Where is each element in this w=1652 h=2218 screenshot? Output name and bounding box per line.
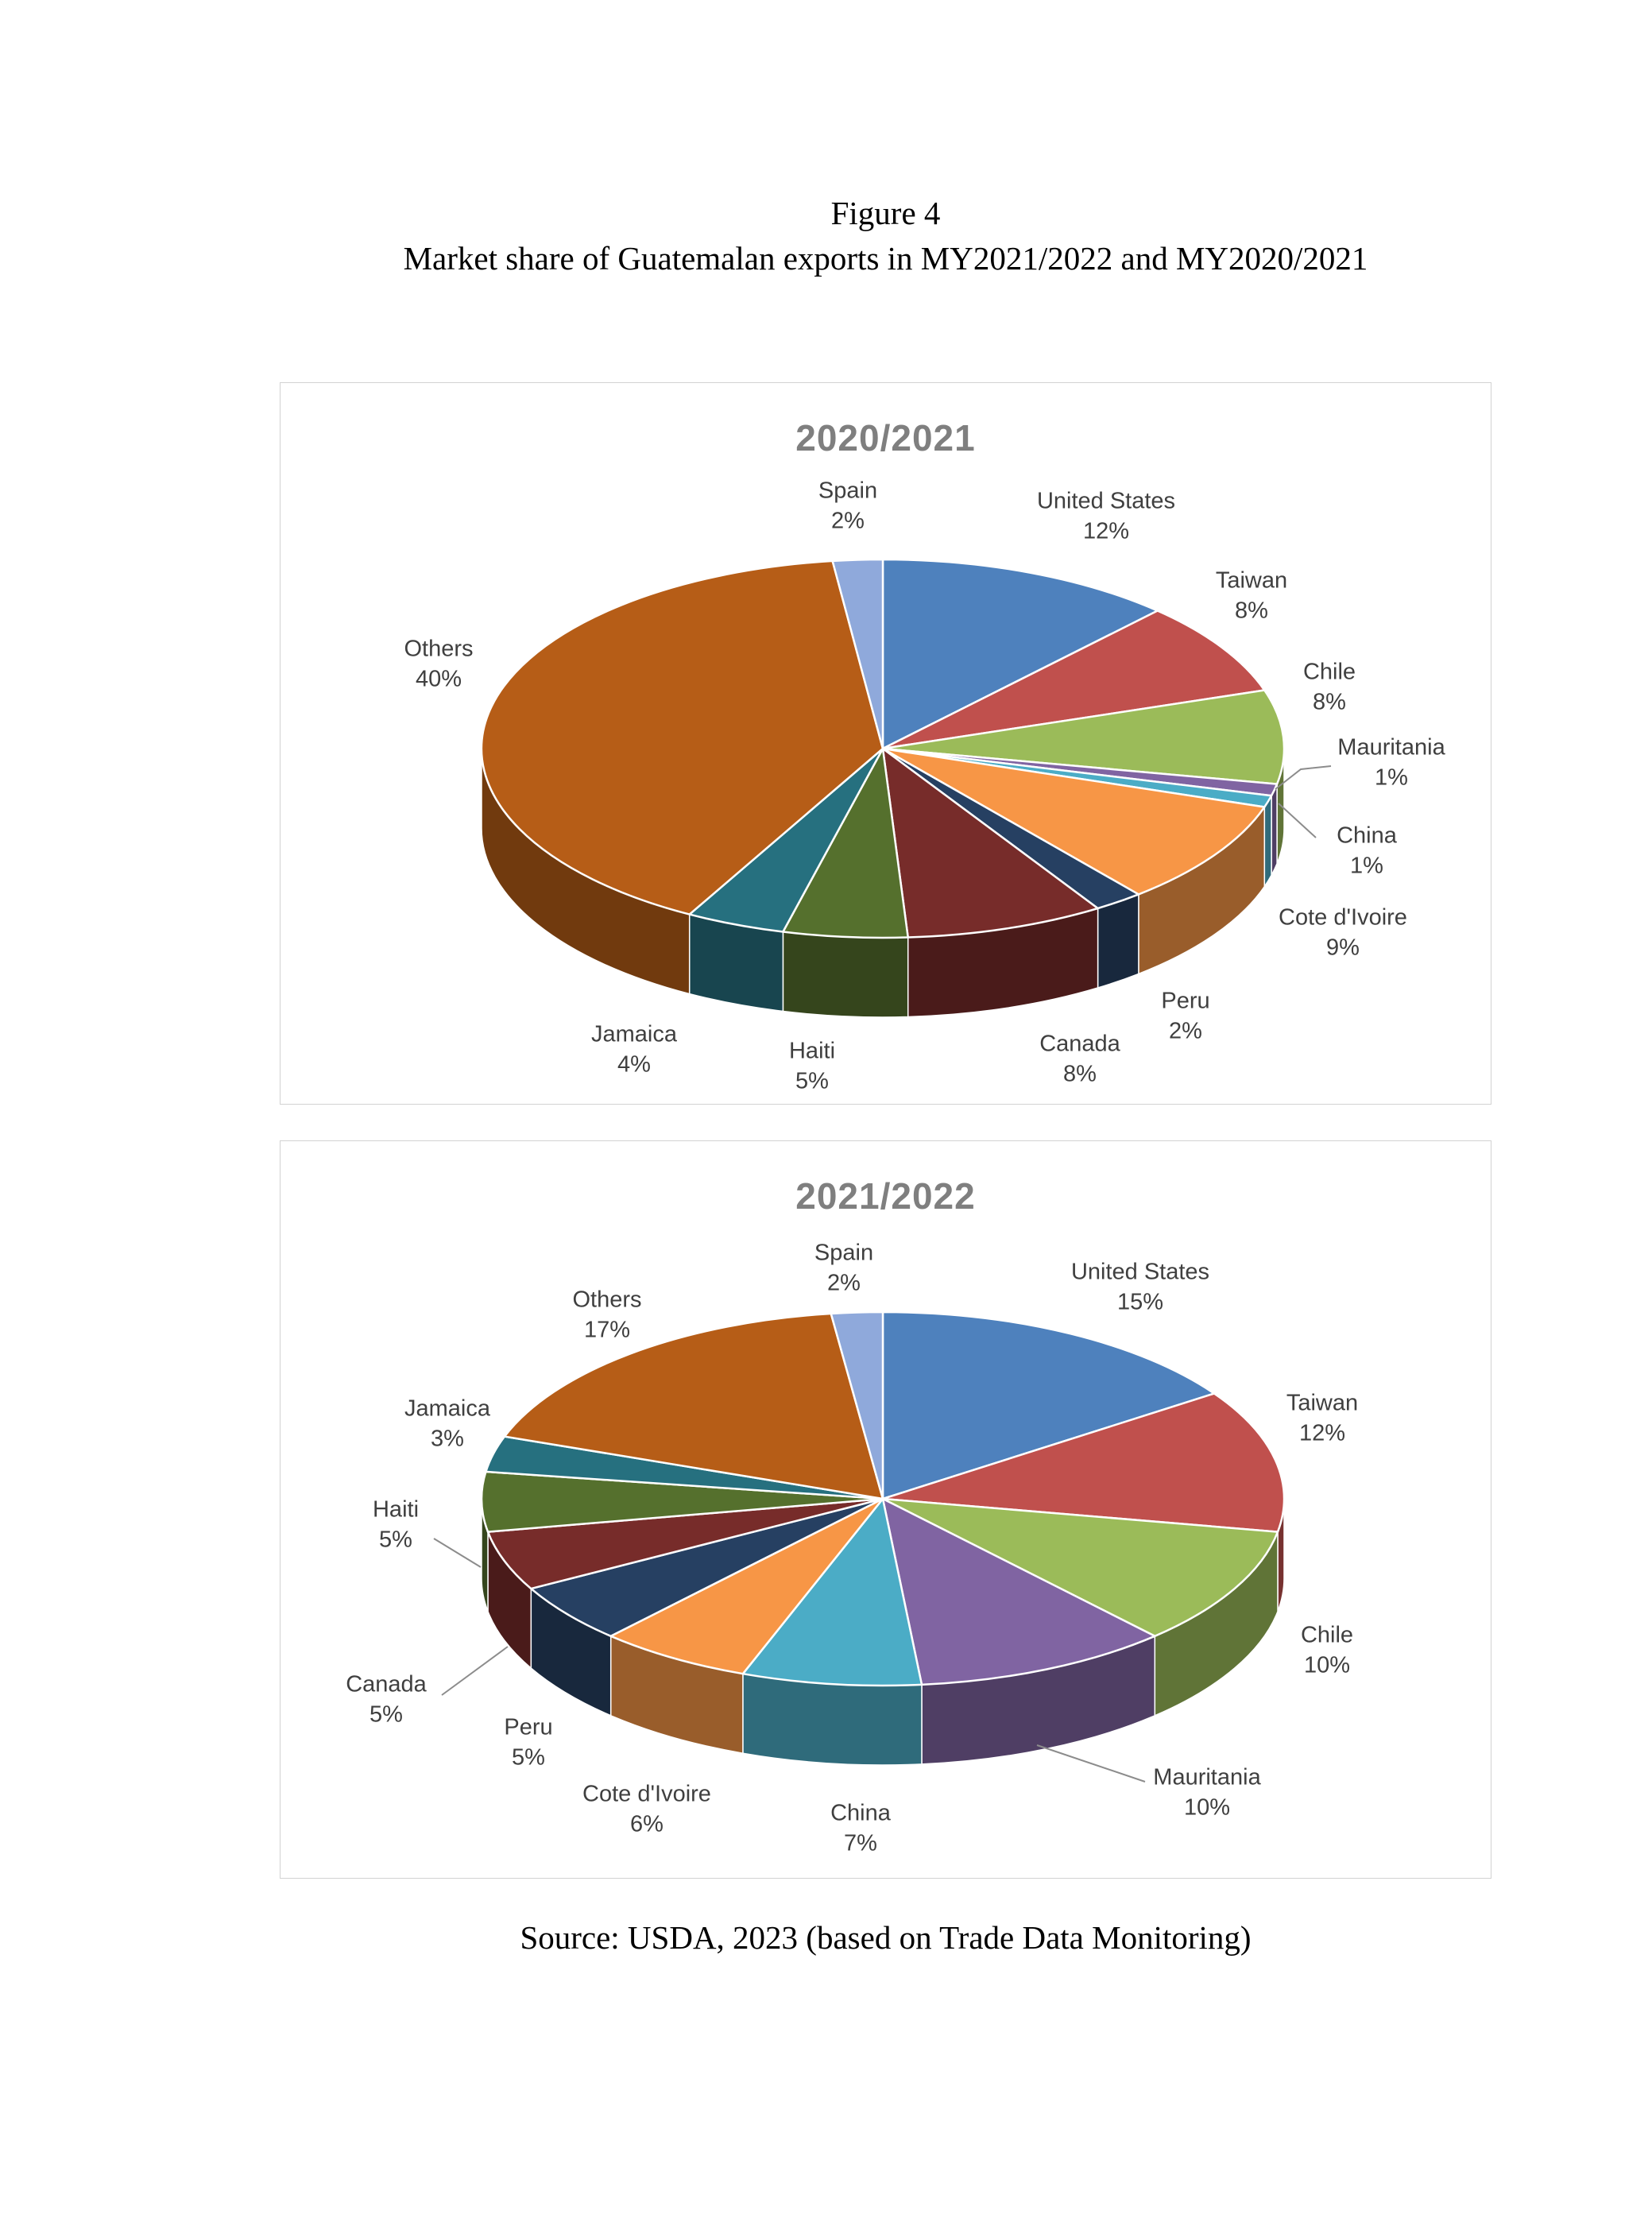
pie-slice-spain xyxy=(831,558,884,750)
slice-label-haiti: Haiti 5% xyxy=(788,1038,836,1094)
pie-slice-side-china xyxy=(742,1673,923,1766)
pie-slice-canada xyxy=(486,1497,884,1590)
slice-label-spain: Spain 2% xyxy=(814,1240,874,1296)
slice-label-cote-d-ivoire: Cote d'Ivoire 6% xyxy=(582,1781,711,1837)
slice-label-jamaica: Jamaica 4% xyxy=(591,1021,677,1078)
pie-slice-cote-d-ivoire xyxy=(609,1497,884,1675)
pie-3d-2021-2022 xyxy=(433,1310,1286,1783)
slice-label-peru: Peru 2% xyxy=(1161,988,1210,1044)
pie-slice-china xyxy=(741,1497,923,1687)
pie-slice-others xyxy=(503,1312,884,1500)
pie-slice-others xyxy=(480,559,884,915)
pie-slice-chile xyxy=(881,1497,1279,1638)
document-header: Figure 4 Market share of Guatemalan expo… xyxy=(280,191,1491,281)
leader-line xyxy=(1278,803,1317,838)
chart-panel-2021-2022: 2021/2022 United States 15% Taiwan 12% Chile… xyxy=(280,1140,1491,1879)
slice-label-chile: Chile 10% xyxy=(1300,1622,1354,1678)
pie-slice-side-china xyxy=(1263,795,1272,888)
slice-label-canada: Canada 8% xyxy=(1039,1031,1120,1087)
slice-label-mauritania: Mauritania 1% xyxy=(1337,734,1445,791)
pie-slice-cote-d-ivoire xyxy=(881,747,1266,896)
slice-label-spain: Spain 2% xyxy=(818,478,878,534)
page-title: Market share of Guatemalan exports in MY… xyxy=(403,239,1368,277)
slice-label-others: Others 40% xyxy=(404,636,474,692)
pie-slice-chile xyxy=(881,689,1286,785)
slice-label-united-states: United States 12% xyxy=(1036,488,1176,544)
pie-slice-haiti xyxy=(480,1470,884,1533)
pie-slice-mauritania xyxy=(881,1497,1156,1686)
slice-label-united-states: United States 15% xyxy=(1070,1259,1210,1315)
leader-line xyxy=(1036,1744,1146,1783)
slice-label-cote-d-ivoire: Cote d'Ivoire 9% xyxy=(1279,904,1407,961)
pie-slice-united-states xyxy=(881,558,1159,750)
pie-slice-haiti xyxy=(782,747,909,939)
pie-slice-canada xyxy=(881,747,1099,939)
slice-label-taiwan: Taiwan 8% xyxy=(1215,567,1288,624)
slice-label-haiti: Haiti 5% xyxy=(372,1496,420,1553)
chart-title-2020-2021: 2020/2021 xyxy=(795,417,976,459)
chart-panel-2020-2021: 2020/2021 United States 12% Taiwan 8% Chile 8… xyxy=(280,382,1491,1105)
pie-3d-2020-2021 xyxy=(480,558,1332,1018)
pie-slice-united-states xyxy=(881,1310,1216,1500)
slice-label-mauritania: Mauritania 10% xyxy=(1153,1764,1261,1821)
leader-line xyxy=(1275,765,1332,790)
slice-label-canada: Canada 5% xyxy=(346,1671,427,1728)
slice-label-china: China 1% xyxy=(1337,823,1397,879)
slice-label-peru: Peru 5% xyxy=(504,1714,553,1771)
pie-slice-taiwan xyxy=(881,1392,1286,1533)
slice-label-china: China 7% xyxy=(830,1800,891,1856)
slice-label-chile: Chile 8% xyxy=(1302,659,1356,715)
source-note: Source: USDA, 2023 (based on Trade Data … xyxy=(520,1919,1252,1956)
pie-slice-side-haiti xyxy=(782,931,909,1018)
pie-slice-taiwan xyxy=(881,610,1266,750)
pie-slice-spain xyxy=(830,1310,884,1500)
pie-slice-peru xyxy=(530,1497,884,1638)
leader-line xyxy=(441,1646,509,1696)
pie-slice-side-peru xyxy=(1097,893,1139,989)
pie-slice-side-mauritania xyxy=(1271,784,1278,876)
slice-label-taiwan: Taiwan 12% xyxy=(1286,1390,1359,1446)
slice-label-jamaica: Jamaica 3% xyxy=(404,1395,490,1452)
slice-label-others: Others 17% xyxy=(572,1287,642,1343)
chart-title-2021-2022: 2021/2022 xyxy=(795,1175,976,1217)
leader-line xyxy=(433,1538,482,1568)
figure-label: Figure 4 xyxy=(830,195,941,231)
